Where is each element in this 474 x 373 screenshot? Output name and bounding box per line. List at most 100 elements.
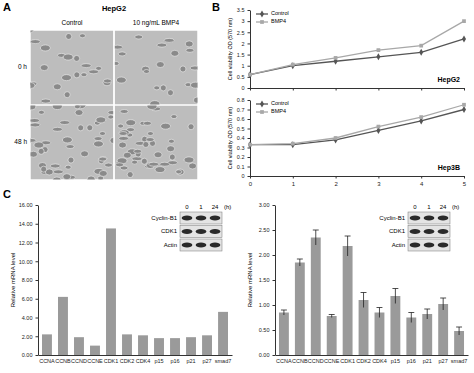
cell (38, 148, 44, 154)
tick (464, 88, 465, 91)
error-bar (329, 315, 335, 318)
tick: 0.7 (237, 107, 250, 113)
bar (74, 337, 84, 355)
cell (126, 120, 136, 126)
blot-band (182, 229, 193, 234)
tick: CDK4 (136, 355, 151, 364)
lane-label: 1 (427, 204, 431, 210)
axis: 00.511.522.533.5 (237, 7, 251, 91)
band-label: Actin (164, 242, 177, 248)
y-axis-title: Cell viability OD (570 nm) (227, 107, 233, 170)
bar (327, 316, 337, 355)
blot-band (438, 216, 449, 221)
blot-strip (408, 239, 450, 251)
tick: CCNB (55, 355, 71, 364)
legend-marker (260, 110, 264, 114)
tick-label: 2.00 (22, 334, 33, 340)
tick: smad7 (215, 355, 232, 364)
marker (248, 143, 252, 147)
band-label: CDK1 (161, 228, 178, 234)
tick-label: 3 (241, 18, 244, 24)
tick-mark (36, 355, 39, 356)
tick: 6.00 (22, 296, 38, 302)
error-cap (377, 307, 383, 308)
tick: CCNA (276, 355, 292, 364)
cell (161, 123, 171, 129)
cell (134, 149, 142, 153)
tick: 0.00 (22, 352, 38, 358)
tick-mark (336, 176, 337, 179)
tick: 0.50 (259, 327, 275, 333)
tick-label: CCNB (55, 358, 71, 364)
legend-label: Control (271, 10, 289, 16)
tick-mark (36, 318, 39, 319)
cell (171, 50, 179, 56)
tick: 4.00 (22, 315, 38, 321)
blot-strip (180, 239, 222, 251)
tick: CDK1 (340, 355, 355, 364)
cell (185, 41, 193, 47)
tick: 1 (241, 63, 250, 69)
tick: 3.5 (237, 7, 250, 13)
tick-mark (248, 10, 251, 11)
legend-marker (260, 20, 264, 24)
marker (334, 136, 338, 143)
tick: p21 (186, 355, 195, 364)
tick-mark (248, 119, 251, 120)
error-stem (283, 310, 284, 315)
cell (40, 65, 48, 71)
axis-line (251, 176, 465, 177)
band-label: CDK1 (389, 228, 406, 234)
blot-band (410, 216, 421, 221)
bar (58, 297, 68, 355)
legend: ControlBMP4 (256, 100, 289, 114)
cell (160, 162, 170, 166)
cell (147, 132, 153, 136)
cell (164, 38, 174, 42)
tick-mark (464, 88, 465, 91)
tick-label: CDK1 (104, 358, 119, 364)
blot-band (182, 216, 193, 221)
row-label: 48 h (14, 138, 27, 145)
tick-label: 0.00 (259, 352, 270, 358)
cell (155, 167, 165, 173)
tick-label: 10.00 (19, 259, 33, 265)
tick-mark (421, 88, 422, 91)
cell (193, 97, 197, 103)
y-axis-title: Relative mRNA level (247, 253, 253, 308)
tick: 0.4 (237, 135, 250, 141)
tick: CCNA (39, 355, 55, 364)
tick-label: 0.8 (237, 97, 245, 103)
cell (189, 163, 197, 169)
bar (359, 300, 369, 355)
tick-label: 4.00 (22, 315, 33, 321)
tick: p15 (154, 355, 163, 364)
cell (66, 33, 72, 39)
tick: 1.00 (259, 302, 275, 308)
cell (118, 124, 124, 128)
blot-band (210, 229, 221, 234)
cell (105, 163, 113, 167)
legend-marker (260, 101, 264, 108)
cell (31, 138, 36, 142)
tick-label: 6.00 (22, 296, 33, 302)
cell (116, 77, 126, 83)
cell (31, 123, 41, 127)
tick-mark (248, 43, 251, 44)
tick-label: 2 (334, 181, 338, 187)
tick: 2.5 (237, 30, 250, 36)
tick-mark (36, 224, 39, 225)
western-blot: 0124(h)Cyclin-B1CDK1Actin (379, 204, 459, 251)
cell (62, 137, 72, 143)
cell (89, 70, 99, 74)
tick: 16.00 (19, 202, 38, 208)
tick-label: 0.1 (237, 164, 245, 170)
cell (186, 48, 194, 52)
cell (115, 45, 123, 49)
marker (334, 56, 338, 60)
cell (99, 157, 107, 161)
tick-label: 2 (241, 41, 244, 47)
tick-label: 0.7 (237, 107, 245, 113)
tick: 2 (241, 41, 250, 47)
micrograph-bg (115, 31, 198, 105)
